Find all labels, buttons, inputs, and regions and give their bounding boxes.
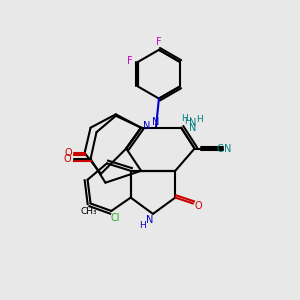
Text: F: F (127, 56, 132, 65)
Text: CH₃: CH₃ (81, 207, 98, 216)
Text: F: F (156, 37, 162, 46)
Text: H: H (140, 221, 146, 230)
Text: N: N (189, 118, 196, 128)
Text: Cl: Cl (110, 213, 120, 224)
Text: N: N (152, 117, 160, 128)
Text: C: C (216, 143, 223, 154)
Text: H: H (196, 115, 202, 124)
Text: N: N (224, 143, 232, 154)
Text: O: O (195, 202, 202, 212)
Text: H: H (184, 117, 190, 126)
Text: N: N (189, 123, 197, 133)
Text: H: H (182, 114, 188, 123)
Text: N: N (146, 215, 154, 225)
Text: O: O (64, 154, 71, 164)
Text: O: O (64, 148, 72, 158)
Text: N: N (143, 121, 151, 131)
